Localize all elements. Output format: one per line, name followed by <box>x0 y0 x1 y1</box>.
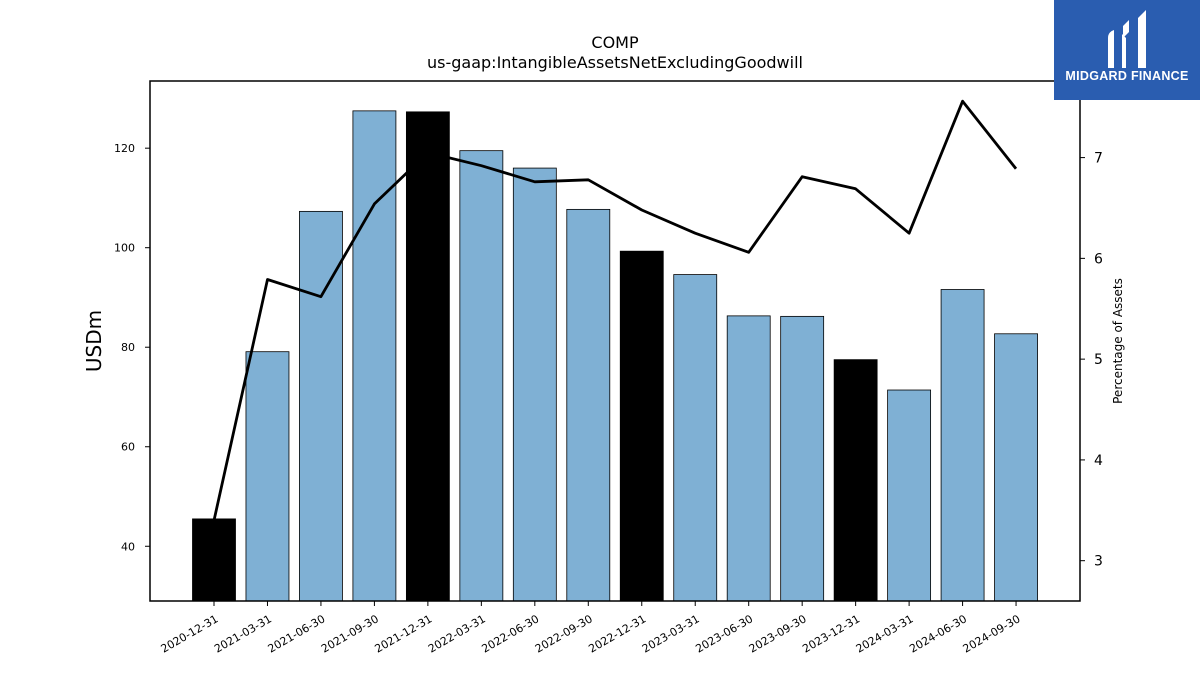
bar-series <box>192 110 1038 602</box>
x-tick-label: 2022-09-30 <box>533 612 595 655</box>
bar <box>192 518 236 602</box>
x-tick-label: 2022-06-30 <box>479 612 541 655</box>
logo-mark-icon <box>1108 10 1146 68</box>
y2-tick-label: 3 <box>1094 554 1103 570</box>
line-series <box>212 99 1018 521</box>
x-tick-label: 2022-12-31 <box>586 612 648 655</box>
bar <box>994 333 1038 602</box>
chart-title: COMP <box>591 33 639 52</box>
bar <box>726 315 771 602</box>
bar <box>405 111 450 602</box>
bar <box>512 167 557 602</box>
y-axis-left: 40 60 80 100 120 <box>114 142 150 553</box>
bar <box>780 315 825 602</box>
chart-subtitle: us-gaap:IntangibleAssetsNetExcludingGood… <box>427 53 803 72</box>
y2-tick-label: 4 <box>1094 453 1103 469</box>
y-tick-label: 80 <box>121 341 135 354</box>
y2-axis-label: Percentage of Assets <box>1111 278 1125 404</box>
bar <box>566 208 611 602</box>
y-tick-label: 100 <box>114 242 135 255</box>
x-tick-label: 2023-12-31 <box>800 612 862 655</box>
plot-frame <box>149 80 1081 602</box>
x-tick-label: 2023-06-30 <box>693 612 755 655</box>
brand-logo: MIDGARD FINANCE <box>1054 0 1200 100</box>
x-tick-label: 2022-03-31 <box>426 612 488 655</box>
x-axis: 2020-12-312021-03-312021-06-302021-09-30… <box>159 601 1023 656</box>
y-tick-label: 40 <box>121 540 135 553</box>
y-axis-label: USDm <box>82 310 106 372</box>
bar <box>940 289 985 602</box>
bar <box>459 150 504 602</box>
y2-tick-label: 7 <box>1094 151 1103 167</box>
x-tick-label: 2021-09-30 <box>319 612 381 655</box>
bar <box>245 351 290 602</box>
y2-tick-label: 5 <box>1094 352 1103 368</box>
x-tick-label: 2023-03-31 <box>640 612 702 655</box>
y-tick-label: 120 <box>114 142 135 155</box>
x-tick-label: 2021-03-31 <box>212 612 274 655</box>
bar <box>833 359 878 602</box>
x-tick-label: 2020-12-31 <box>159 612 221 655</box>
x-tick-label: 2021-06-30 <box>266 612 328 655</box>
line-path <box>212 99 1018 521</box>
x-tick-label: 2024-06-30 <box>907 612 969 655</box>
y-axis-right: 3 4 5 6 7 <box>1080 151 1103 570</box>
bar <box>619 250 664 602</box>
x-tick-label: 2024-09-30 <box>961 612 1023 655</box>
x-tick-label: 2021-12-31 <box>373 612 435 655</box>
bar <box>352 110 397 602</box>
bar <box>673 274 718 602</box>
bar <box>887 389 932 602</box>
y-tick-label: 60 <box>121 441 135 454</box>
x-tick-label: 2023-09-30 <box>747 612 809 655</box>
logo-text: MIDGARD FINANCE <box>1065 69 1189 83</box>
x-tick-label: 2024-03-31 <box>854 612 916 655</box>
y2-tick-label: 6 <box>1094 251 1103 267</box>
bar <box>299 210 343 602</box>
